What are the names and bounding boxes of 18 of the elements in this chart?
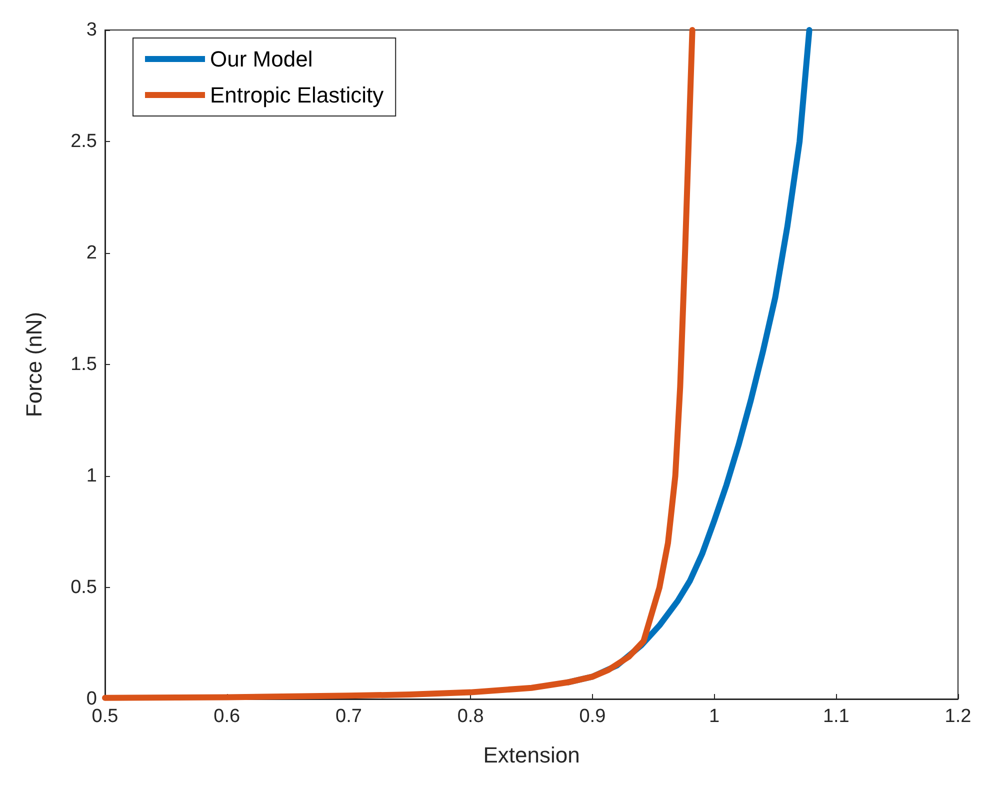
x-tick-label: 0.8 <box>457 706 484 727</box>
x-tick-label: 1.1 <box>822 706 850 727</box>
legend-label: Our Model <box>210 46 313 72</box>
x-tick-label: 0.6 <box>214 706 240 727</box>
x-tick-label: 1.2 <box>944 706 972 727</box>
y-tick-label: 2.5 <box>70 131 97 152</box>
y-tick-label: 0 <box>86 688 97 710</box>
y-tick-label: 1 <box>86 466 97 486</box>
y-tick-label: 3 <box>86 20 97 40</box>
y-tick-label: 1.5 <box>70 354 97 375</box>
x-tick-label: 1 <box>708 706 720 727</box>
x-axis-title: Extension <box>483 742 580 768</box>
legend-label: Entropic Elasticity <box>210 82 384 108</box>
y-tick-label: 2 <box>86 242 97 264</box>
x-tick-label: 0.7 <box>336 706 362 727</box>
x-tick-label: 0.9 <box>579 706 606 727</box>
y-axis-title: Force (nN) <box>22 312 46 418</box>
y-tick-label: 0.5 <box>70 577 97 598</box>
